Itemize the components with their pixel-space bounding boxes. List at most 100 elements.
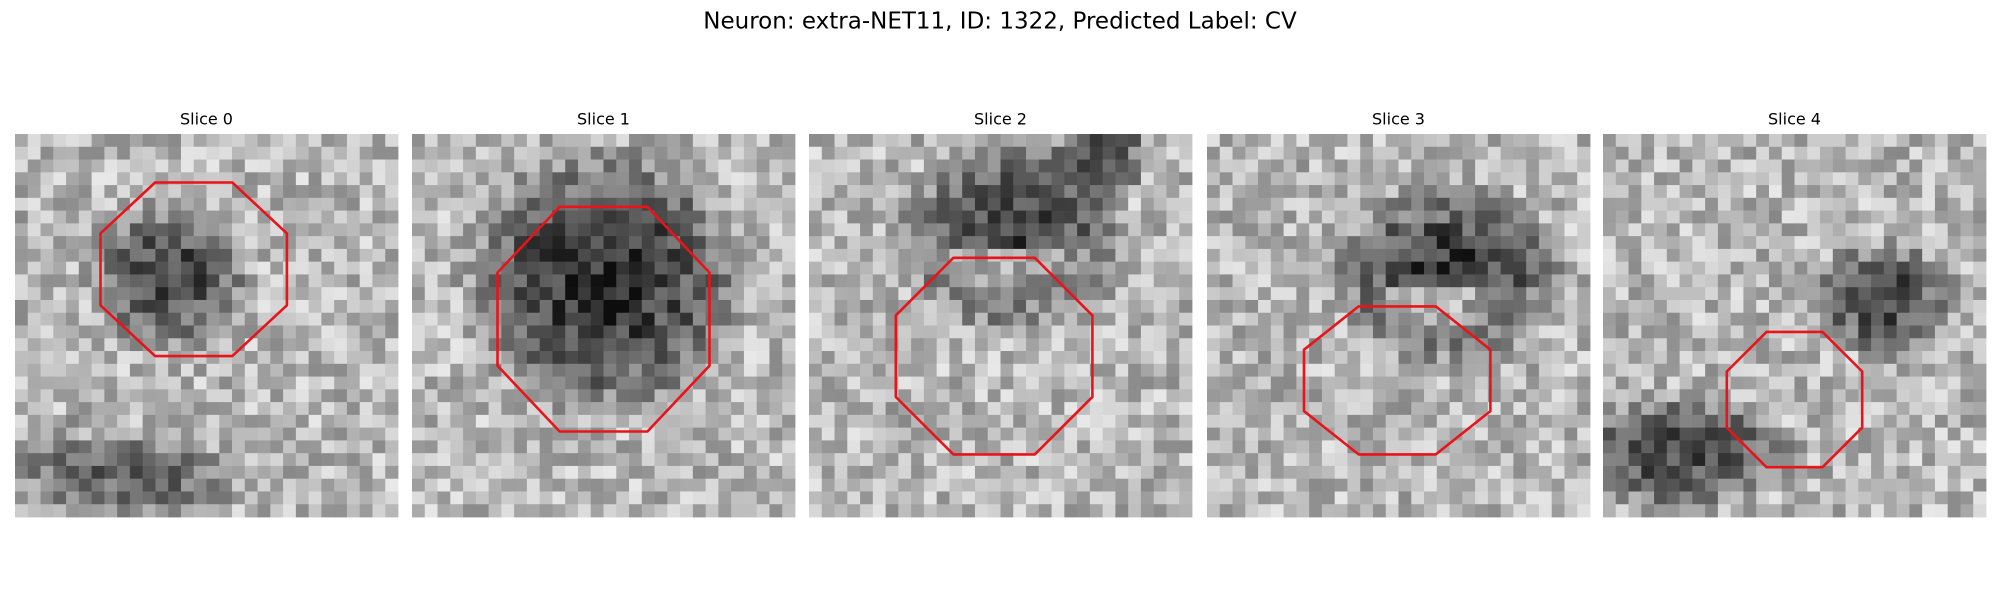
pixel <box>1781 376 1795 390</box>
pixel <box>654 376 668 390</box>
pixel <box>155 134 169 148</box>
pixel <box>475 287 489 301</box>
pixel <box>1347 440 1361 454</box>
pixel <box>834 402 848 416</box>
pixel <box>1398 134 1412 148</box>
pixel <box>1679 134 1693 148</box>
pixel <box>834 440 848 454</box>
pixel <box>193 389 207 403</box>
pixel <box>860 236 874 250</box>
pixel <box>1487 159 1502 173</box>
pixel <box>860 402 874 416</box>
pixel <box>974 414 989 429</box>
pixel <box>1115 261 1129 275</box>
pixel <box>168 312 182 326</box>
pixel <box>232 453 246 467</box>
pixel <box>1411 376 1425 390</box>
pixel <box>936 299 950 314</box>
pixel <box>1768 172 1783 186</box>
pixel <box>1232 274 1246 288</box>
pixel <box>860 453 874 467</box>
pixel <box>1654 261 1668 275</box>
pixel <box>193 299 207 314</box>
pixel <box>1013 134 1027 148</box>
pixel <box>1334 223 1348 237</box>
pixel <box>514 440 528 454</box>
pixel <box>463 236 477 250</box>
pixel <box>1219 146 1233 160</box>
pixel <box>232 210 246 224</box>
pixel <box>232 236 246 250</box>
pixel <box>834 478 848 492</box>
pixel <box>718 478 732 492</box>
pixel <box>923 453 938 467</box>
pixel <box>193 465 207 480</box>
roi-contour <box>1725 330 1864 469</box>
pixel <box>1013 351 1027 365</box>
pixel <box>1372 491 1387 505</box>
pixel <box>526 299 541 314</box>
pixel <box>1832 146 1846 160</box>
pixel <box>1449 338 1463 352</box>
pixel <box>1475 248 1489 263</box>
pixel <box>1207 453 1221 467</box>
pixel <box>1153 146 1167 160</box>
pixel <box>437 261 451 275</box>
pixel <box>295 376 310 390</box>
pixel <box>1026 440 1040 454</box>
pixel <box>1385 440 1399 454</box>
pixel <box>539 274 553 288</box>
pixel <box>1140 287 1155 301</box>
pixel <box>987 287 1001 301</box>
pixel <box>270 465 284 480</box>
pixel <box>463 440 477 454</box>
pixel <box>1051 223 1065 237</box>
pixel <box>834 134 848 148</box>
pixel <box>1807 210 1821 224</box>
pixel <box>1603 299 1617 314</box>
pixel <box>705 453 719 467</box>
pixel <box>232 427 246 441</box>
pixel <box>1475 414 1489 429</box>
pixel <box>526 440 541 454</box>
pixel <box>359 478 373 492</box>
pixel <box>104 414 118 429</box>
pixel <box>359 312 373 326</box>
pixel <box>782 146 796 160</box>
pixel <box>1140 134 1155 148</box>
pixel <box>206 363 220 377</box>
pixel <box>680 414 694 429</box>
pixel <box>641 351 655 365</box>
pixel <box>1603 146 1617 160</box>
pixel <box>1347 172 1361 186</box>
pixel <box>1922 146 1936 160</box>
pixel <box>1538 389 1553 403</box>
pixel <box>66 172 80 186</box>
pixel <box>1283 146 1297 160</box>
pixel <box>104 491 118 505</box>
pixel <box>1692 402 1706 416</box>
pixel <box>1140 261 1155 275</box>
pixel <box>1102 236 1116 250</box>
pixel <box>501 453 515 467</box>
pixel <box>1064 146 1078 160</box>
pixel <box>1973 338 1987 352</box>
pixel <box>577 389 592 403</box>
pixel <box>629 197 643 211</box>
pixel <box>385 210 399 224</box>
pixel <box>1000 134 1014 148</box>
pixel <box>295 478 310 492</box>
pixel <box>1641 491 1655 505</box>
pixel <box>1140 299 1155 314</box>
pixel <box>1051 504 1065 518</box>
pixel <box>295 427 310 441</box>
pixel <box>1692 185 1706 199</box>
pixel <box>117 402 131 416</box>
pixel <box>463 197 477 211</box>
pixel <box>1115 185 1129 199</box>
pixel <box>1000 146 1014 160</box>
pixel <box>1475 287 1489 301</box>
pixel <box>1140 440 1155 454</box>
pixel <box>1128 389 1142 403</box>
pixel <box>168 491 182 505</box>
